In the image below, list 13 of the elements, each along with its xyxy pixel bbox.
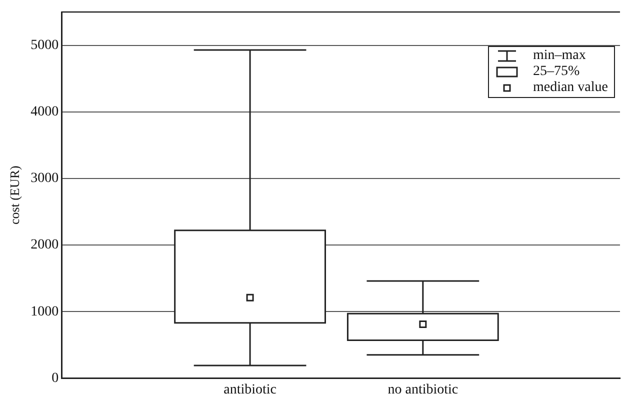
y-tick-label: 3000 [30,171,59,186]
annotation: median value [532,80,608,96]
y-axis-title: cost (EUR) [7,166,22,225]
y-tick-label: 5000 [30,38,59,53]
x-tick-label: antibiotic [224,382,276,398]
y-tick-label: 2000 [30,238,59,253]
key-panel: min–max 25–75% median value [488,46,615,98]
y-tick-label: 4000 [30,104,59,120]
annotation: min–max [532,48,586,64]
y-tick-label: 1000 [30,304,59,320]
x-tick-label: no antibiotic [388,382,458,398]
y-tick-label: 0 [52,370,59,386]
annotation: 25–75% [532,64,580,80]
